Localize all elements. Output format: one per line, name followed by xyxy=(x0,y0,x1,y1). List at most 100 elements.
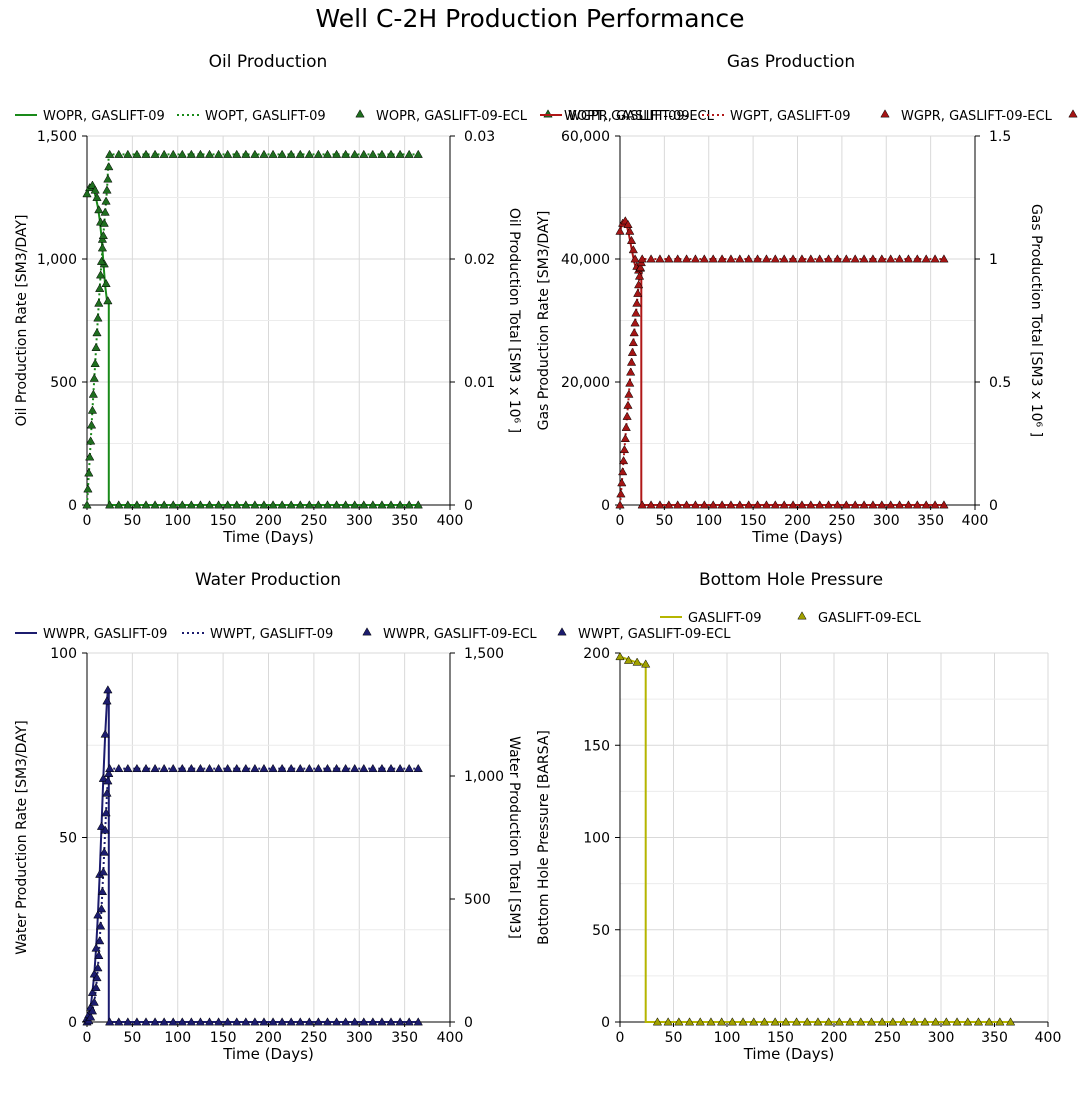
series-4-marker-56 xyxy=(386,149,396,158)
series-2-marker-2 xyxy=(632,657,642,666)
legend-item-1: WWPR, GASLIFT-09 xyxy=(15,627,167,642)
series-2-marker-34 xyxy=(973,1017,984,1026)
series-2-marker-33 xyxy=(963,1017,973,1026)
series-3-marker-29 xyxy=(797,500,807,509)
series-3-marker-32 xyxy=(823,500,834,509)
x-tick-label-3: 150 xyxy=(210,513,237,529)
series-2 xyxy=(86,767,420,1023)
legend-4-marker-0 xyxy=(557,627,567,636)
legend-item-1: WOPR, GASLIFT-09 xyxy=(15,109,165,124)
series-3-marker-22 xyxy=(735,500,745,509)
series-4-marker-6 xyxy=(87,405,98,414)
series-3-marker-19 xyxy=(708,500,718,509)
x-tick-label-8: 400 xyxy=(437,513,464,529)
series-3-marker-18 xyxy=(699,500,709,509)
series-3-marker-7 xyxy=(630,254,640,263)
y-axis-label: Oil Production Rate [SM3/DAY] xyxy=(14,215,30,427)
series-4-marker-4 xyxy=(85,436,96,445)
series-3-marker-37 xyxy=(341,500,351,509)
series-4-marker-37 xyxy=(259,763,269,773)
series-4-marker-26 xyxy=(646,254,656,263)
series-2-marker-36 xyxy=(995,1017,1005,1026)
series-3-marker-46 xyxy=(404,1017,414,1026)
series-3-marker-24 xyxy=(204,1017,215,1026)
x-tick-label-0: 0 xyxy=(616,1030,625,1046)
series-4-marker-11 xyxy=(96,904,107,913)
legend-label-4: WOPT, GASLIFT-09-ECL xyxy=(564,109,715,124)
series-3-marker-44 xyxy=(404,500,414,509)
series-4-marker-9 xyxy=(623,400,633,409)
x-tick-label-4: 200 xyxy=(255,513,282,529)
series-4-marker-15 xyxy=(628,337,638,347)
series-4-marker-38 xyxy=(268,763,278,773)
series-3-marker-22 xyxy=(204,500,215,509)
series-4-marker-41 xyxy=(779,254,789,263)
series-3-marker-38 xyxy=(877,500,887,509)
series-4-marker-20 xyxy=(100,207,110,216)
series-2-marker-4 xyxy=(652,1017,663,1026)
series-4-marker-2 xyxy=(84,468,94,477)
x-tick-label-4: 200 xyxy=(784,513,811,529)
series-2-marker-31 xyxy=(941,1017,951,1026)
series-4-marker-3 xyxy=(618,467,628,476)
x-tick-label-0: 0 xyxy=(83,1030,92,1046)
series-2-line xyxy=(86,153,420,506)
legend-item-1: GASLIFT-09 xyxy=(660,611,762,626)
x-tick-label-2: 100 xyxy=(695,513,722,529)
x-tick-label-6: 300 xyxy=(346,513,373,529)
series-3-marker-3 xyxy=(623,219,633,228)
series-3-marker-12 xyxy=(646,500,656,509)
series-3-marker-3 xyxy=(90,185,100,194)
series-2-marker-13 xyxy=(749,1017,759,1026)
panel-title: Bottom Hole Pressure xyxy=(699,570,883,590)
y2-tick-label-3: 1.5 xyxy=(989,129,1011,145)
x-tick-label-6: 300 xyxy=(873,513,900,529)
series-4-marker-17 xyxy=(97,243,108,252)
series-4-marker-36 xyxy=(250,763,260,773)
series-4-marker-55 xyxy=(377,149,387,158)
series-3-marker-6 xyxy=(628,245,638,254)
series-3-marker-17 xyxy=(690,500,701,509)
series-3-marker-36 xyxy=(313,1017,324,1026)
series-4-marker-4 xyxy=(89,997,99,1006)
series-4-marker-42 xyxy=(304,763,314,773)
series-3-marker-14 xyxy=(664,500,674,509)
series-4-marker-0 xyxy=(82,500,92,509)
y2-tick-label-1: 500 xyxy=(464,892,491,908)
series-2-marker-28 xyxy=(909,1017,919,1026)
series-4-marker-13 xyxy=(626,357,637,366)
series-3-marker-41 xyxy=(359,1017,369,1026)
legend: WOPR, GASLIFT-09 WOPT, GASLIFT-09 WOPR, GA… xyxy=(15,109,715,124)
series-2-marker-7 xyxy=(684,1017,695,1026)
series-3-marker-41 xyxy=(903,500,914,509)
x-tick-label-3: 150 xyxy=(767,1030,794,1046)
series-2-marker-26 xyxy=(888,1017,898,1026)
legend-label-3: WGPR, GASLIFT-09-ECL xyxy=(901,109,1053,124)
series-4-marker-49 xyxy=(322,149,333,158)
series-4-marker-5 xyxy=(91,982,101,991)
series-4-marker-40 xyxy=(286,763,296,773)
series-3-marker-8 xyxy=(96,821,107,830)
series-4-marker-2 xyxy=(617,478,627,487)
y2-axis-label: Oil Production Total [SM3 x 10⁶ ] xyxy=(506,208,522,433)
x-tick-label-2: 100 xyxy=(714,1030,741,1046)
y-tick-label-0: 0 xyxy=(601,498,610,514)
grid xyxy=(86,652,451,1023)
series-1-line xyxy=(86,689,420,1023)
series-3-marker-34 xyxy=(295,1017,305,1026)
panel-title: Water Production xyxy=(195,570,341,590)
series-3-marker-37 xyxy=(868,500,878,509)
x-tick-label-6: 300 xyxy=(928,1030,955,1046)
series-3-marker-31 xyxy=(286,500,296,509)
series-4-marker-43 xyxy=(268,149,278,158)
x-tick-label-3: 150 xyxy=(210,1030,237,1046)
series-4-marker-21 xyxy=(114,763,124,773)
x-tick-label-2: 100 xyxy=(164,513,191,529)
series-1 xyxy=(86,689,420,1023)
series-4-marker-47 xyxy=(832,254,843,263)
series-3-marker-35 xyxy=(850,500,860,509)
series-3-marker-23 xyxy=(213,500,224,509)
x-tick-label-1: 50 xyxy=(123,1030,141,1046)
series-4-marker-47 xyxy=(350,763,360,773)
